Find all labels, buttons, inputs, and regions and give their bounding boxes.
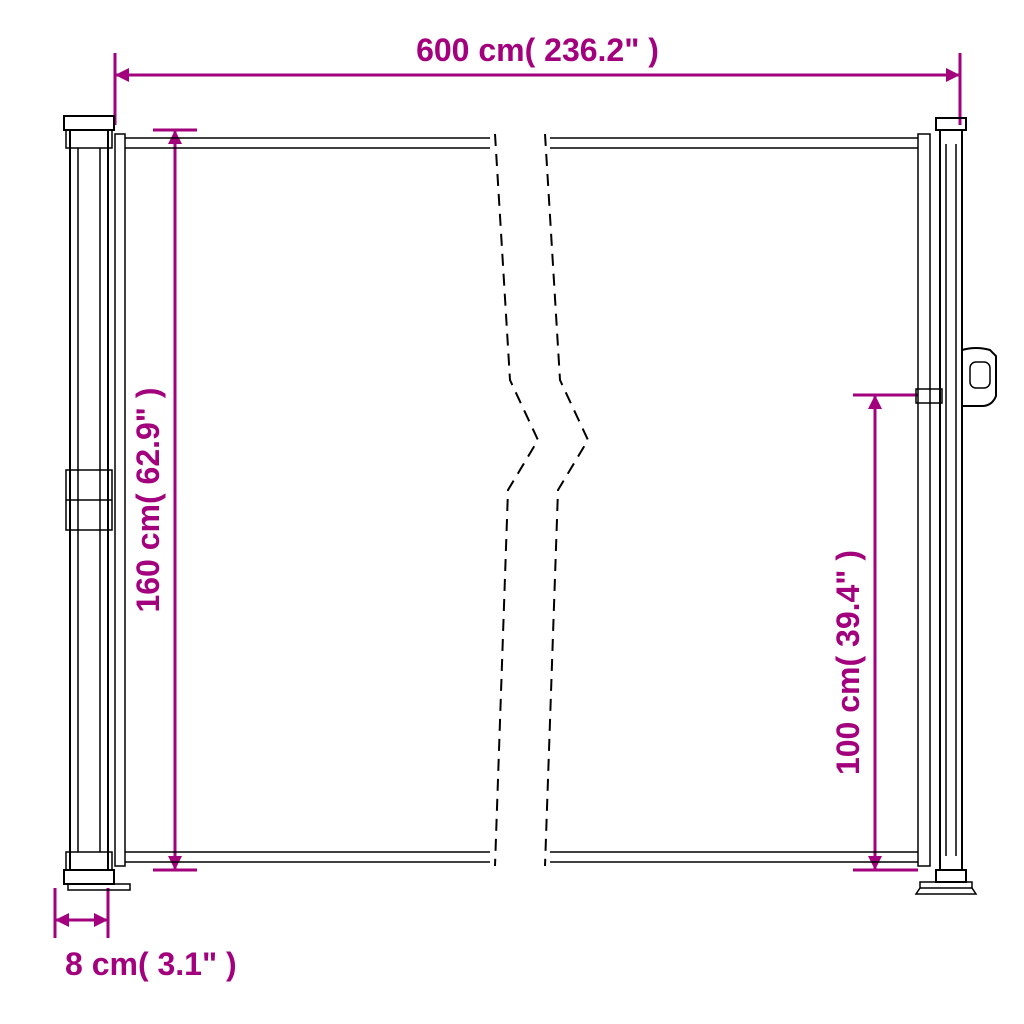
left-rail [115,134,125,866]
break-line-left [495,134,538,866]
height-label: 160 cm( 62.9" ) [130,387,166,612]
right-rail [918,134,930,866]
width-label: 600 cm( 236.2" ) [416,32,659,68]
depth-label: 8 cm( 3.1" ) [65,946,237,982]
break-line-right [545,134,588,866]
handle-height-label: 100 cm( 39.4" ) [830,550,866,775]
right-post [940,130,962,870]
handle [962,348,996,406]
